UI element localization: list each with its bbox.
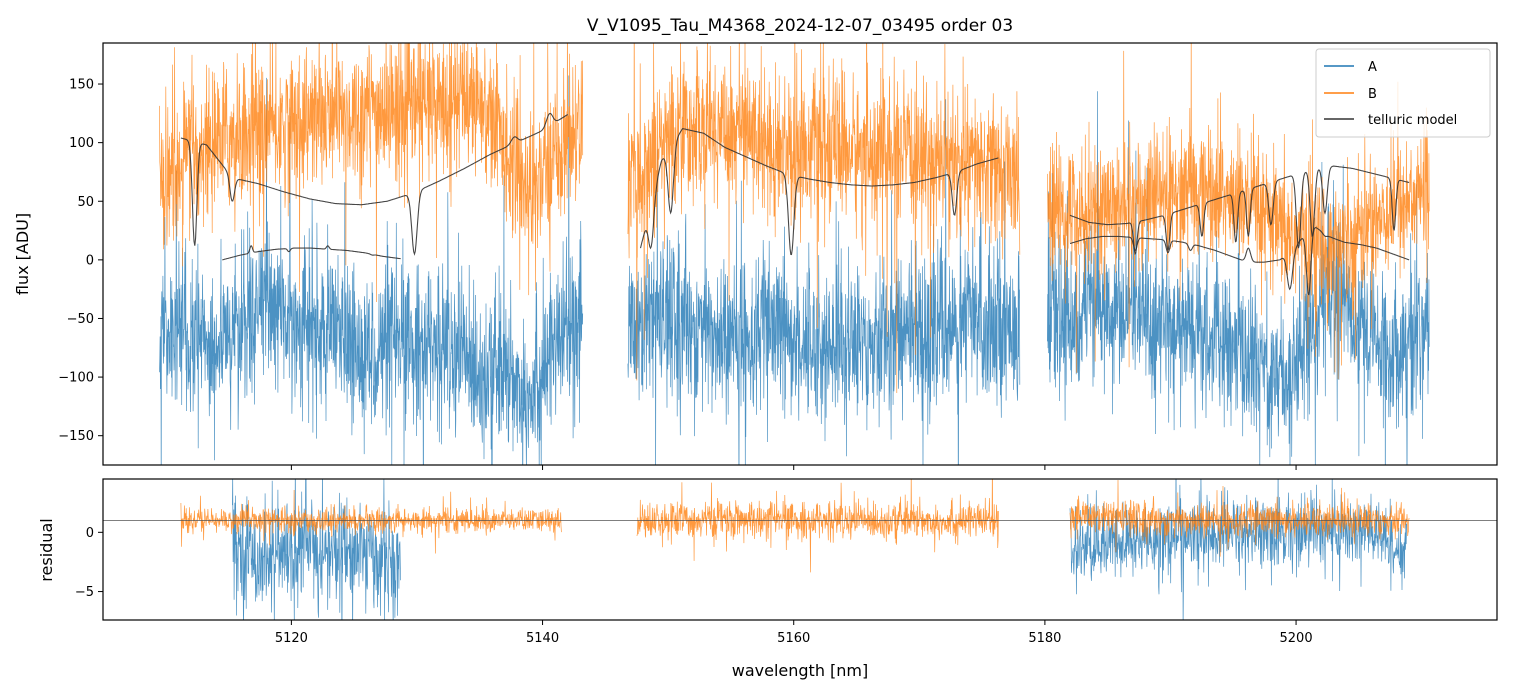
residual-axes-frame [102, 478, 1498, 621]
residual-plot-area [103, 479, 1497, 620]
x-tick-label: 5180 [1028, 631, 1061, 646]
series-b-segment-3 [1047, 43, 1430, 380]
legend-label-b: B [1368, 87, 1377, 102]
series-b-segment-2 [636, 479, 999, 573]
series-b-segment-3 [1069, 479, 1410, 557]
flux-x-ticks [290, 465, 1297, 470]
flux-y-axis-label: flux [ADU] [13, 213, 32, 295]
flux-axes-frame [102, 42, 1498, 466]
x-tick-label: 5200 [1280, 631, 1313, 646]
series-a-segment-1 [232, 479, 401, 620]
y-tick-label: −5 [75, 585, 94, 600]
legend-box [1315, 48, 1491, 138]
x-axis-label: wavelength [nm] [732, 661, 869, 680]
series-a-segment-1 [159, 75, 584, 465]
y-tick-label: 0 [86, 253, 94, 268]
y-tick-label: −50 [67, 312, 94, 327]
x-tick-label: 5120 [275, 631, 308, 646]
series-b-segment-2 [627, 43, 1021, 394]
telluric-model-segment-3 [639, 127, 999, 256]
chart-title: V_V1095_Tau_M4368_2024-12-07_03495 order… [587, 16, 1013, 36]
x-tick-label: 5160 [777, 631, 810, 646]
legend: A B telluric model [1315, 48, 1491, 138]
flux-panel: −150 −100 −50 0 50 100 150 flux [ADU] A B tell… [13, 42, 1498, 470]
telluric-model-segment-5 [1069, 227, 1410, 296]
series-b-segment-1 [159, 43, 584, 303]
y-tick-label: 150 [69, 78, 94, 93]
series-a-segment-3 [1047, 91, 1430, 465]
series-a-segment-2 [627, 99, 1021, 465]
legend-label-telluric: telluric model [1368, 113, 1457, 128]
telluric-model-segment-4 [1069, 165, 1410, 256]
residual-x-ticks: 5120 5140 5160 5180 5200 [275, 620, 1313, 646]
residual-y-axis-label: residual [37, 518, 56, 581]
flux-plot-area [159, 43, 1430, 465]
residual-panel: −5 0 5120 5140 5160 5180 5200 residual wavele… [37, 478, 1498, 680]
series-a-segment-2 [1069, 479, 1407, 620]
legend-label-a: A [1368, 60, 1377, 75]
y-tick-label: −150 [58, 429, 94, 444]
telluric-model-segment-2 [222, 245, 401, 261]
x-tick-label: 5140 [526, 631, 559, 646]
y-tick-label: 0 [86, 526, 94, 541]
series-b-segment-1 [180, 489, 562, 554]
y-tick-label: 100 [69, 136, 94, 151]
residual-y-ticks: −5 0 [75, 526, 103, 600]
flux-y-ticks: −150 −100 −50 0 50 100 150 [58, 78, 103, 444]
y-tick-label: −100 [58, 371, 94, 386]
telluric-model-segment-1 [180, 112, 568, 256]
y-tick-label: 50 [77, 195, 94, 210]
